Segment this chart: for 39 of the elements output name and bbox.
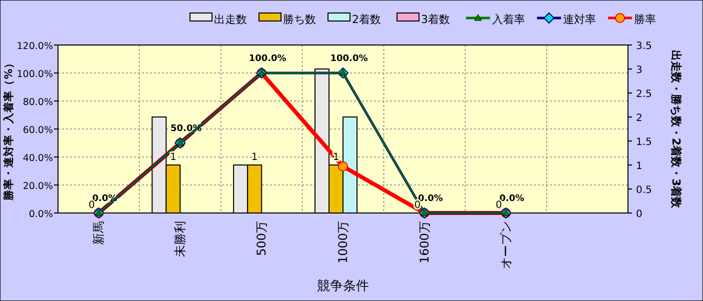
data-label: 100.0%: [248, 54, 286, 64]
x-tick-label: 500万: [254, 221, 269, 256]
data-label: 0: [88, 200, 95, 211]
y-tick-label: 80.0%: [22, 97, 53, 108]
y-tick-label: 40.0%: [22, 153, 53, 164]
legend-label: 勝率: [634, 13, 656, 26]
legend-label: 勝ち数: [283, 13, 316, 26]
data-label: 0: [414, 200, 421, 211]
y2-tick-label: 3: [636, 65, 642, 76]
y-tick-label: 20.0%: [22, 181, 53, 192]
y-tick-label: 100.0%: [16, 69, 53, 80]
y2-axis-title: 出走数・勝ち数・2着数・3着数: [670, 50, 682, 210]
legend-label: 入着率: [492, 13, 525, 26]
y2-tick-label: 3.5: [636, 41, 652, 52]
y2-tick-label: 0: [636, 209, 642, 220]
y-tick-label: 60.0%: [22, 125, 53, 136]
x-axis-title: 競争条件: [317, 279, 369, 294]
y2-tick-label: 0.5: [636, 185, 652, 196]
x-tick-label: 1000万: [336, 221, 350, 264]
y-axis-title: 勝率・連対率・入着率（%）: [2, 58, 15, 202]
y-tick-label: 0.0%: [28, 209, 53, 220]
y2-tick-label: 1: [636, 161, 642, 172]
x-tick-label: 未勝利: [173, 221, 188, 257]
y-tick-label: 120.0%: [16, 41, 53, 52]
legend-label: 2着数: [352, 13, 381, 26]
data-label: 100.0%: [330, 54, 368, 64]
legend-label: 3着数: [421, 13, 450, 26]
y2-tick-label: 2: [636, 113, 642, 124]
data-label: 1: [332, 152, 340, 163]
legend-label: 出走数: [214, 13, 247, 26]
x-tick-label: 新馬: [92, 221, 106, 245]
data-label: 0: [496, 200, 502, 211]
data-label: 1: [170, 152, 176, 163]
data-label: 1: [251, 152, 258, 163]
y2-tick-label: 2.5: [636, 89, 652, 100]
x-tick-label: オープン: [498, 221, 513, 269]
x-tick-label: 1600万: [417, 221, 432, 264]
y2-tick-label: 1.5: [636, 137, 652, 148]
legend-label: 連対率: [563, 13, 596, 26]
